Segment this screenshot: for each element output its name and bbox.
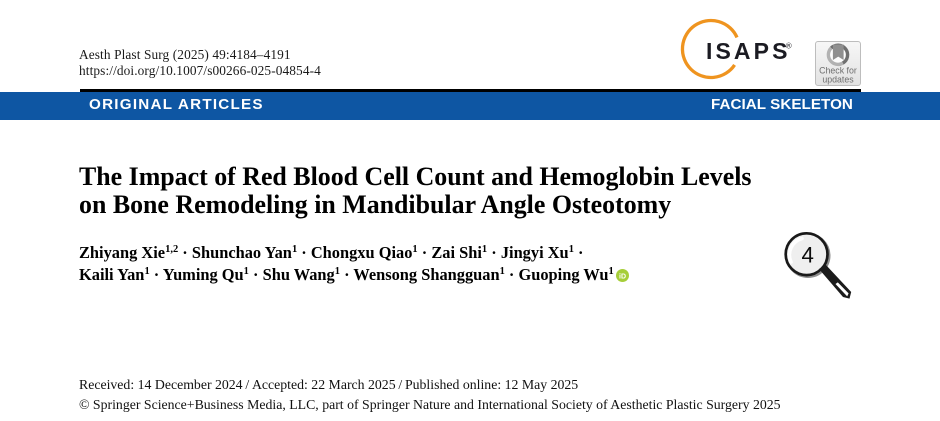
svg-text:Check for: Check for bbox=[819, 66, 857, 76]
svg-text:updates: updates bbox=[822, 75, 854, 85]
svg-text:®: ® bbox=[786, 42, 792, 51]
svg-text:ISAPS: ISAPS bbox=[706, 38, 791, 64]
svg-text:iD: iD bbox=[619, 273, 626, 280]
svg-text:4: 4 bbox=[801, 242, 813, 267]
